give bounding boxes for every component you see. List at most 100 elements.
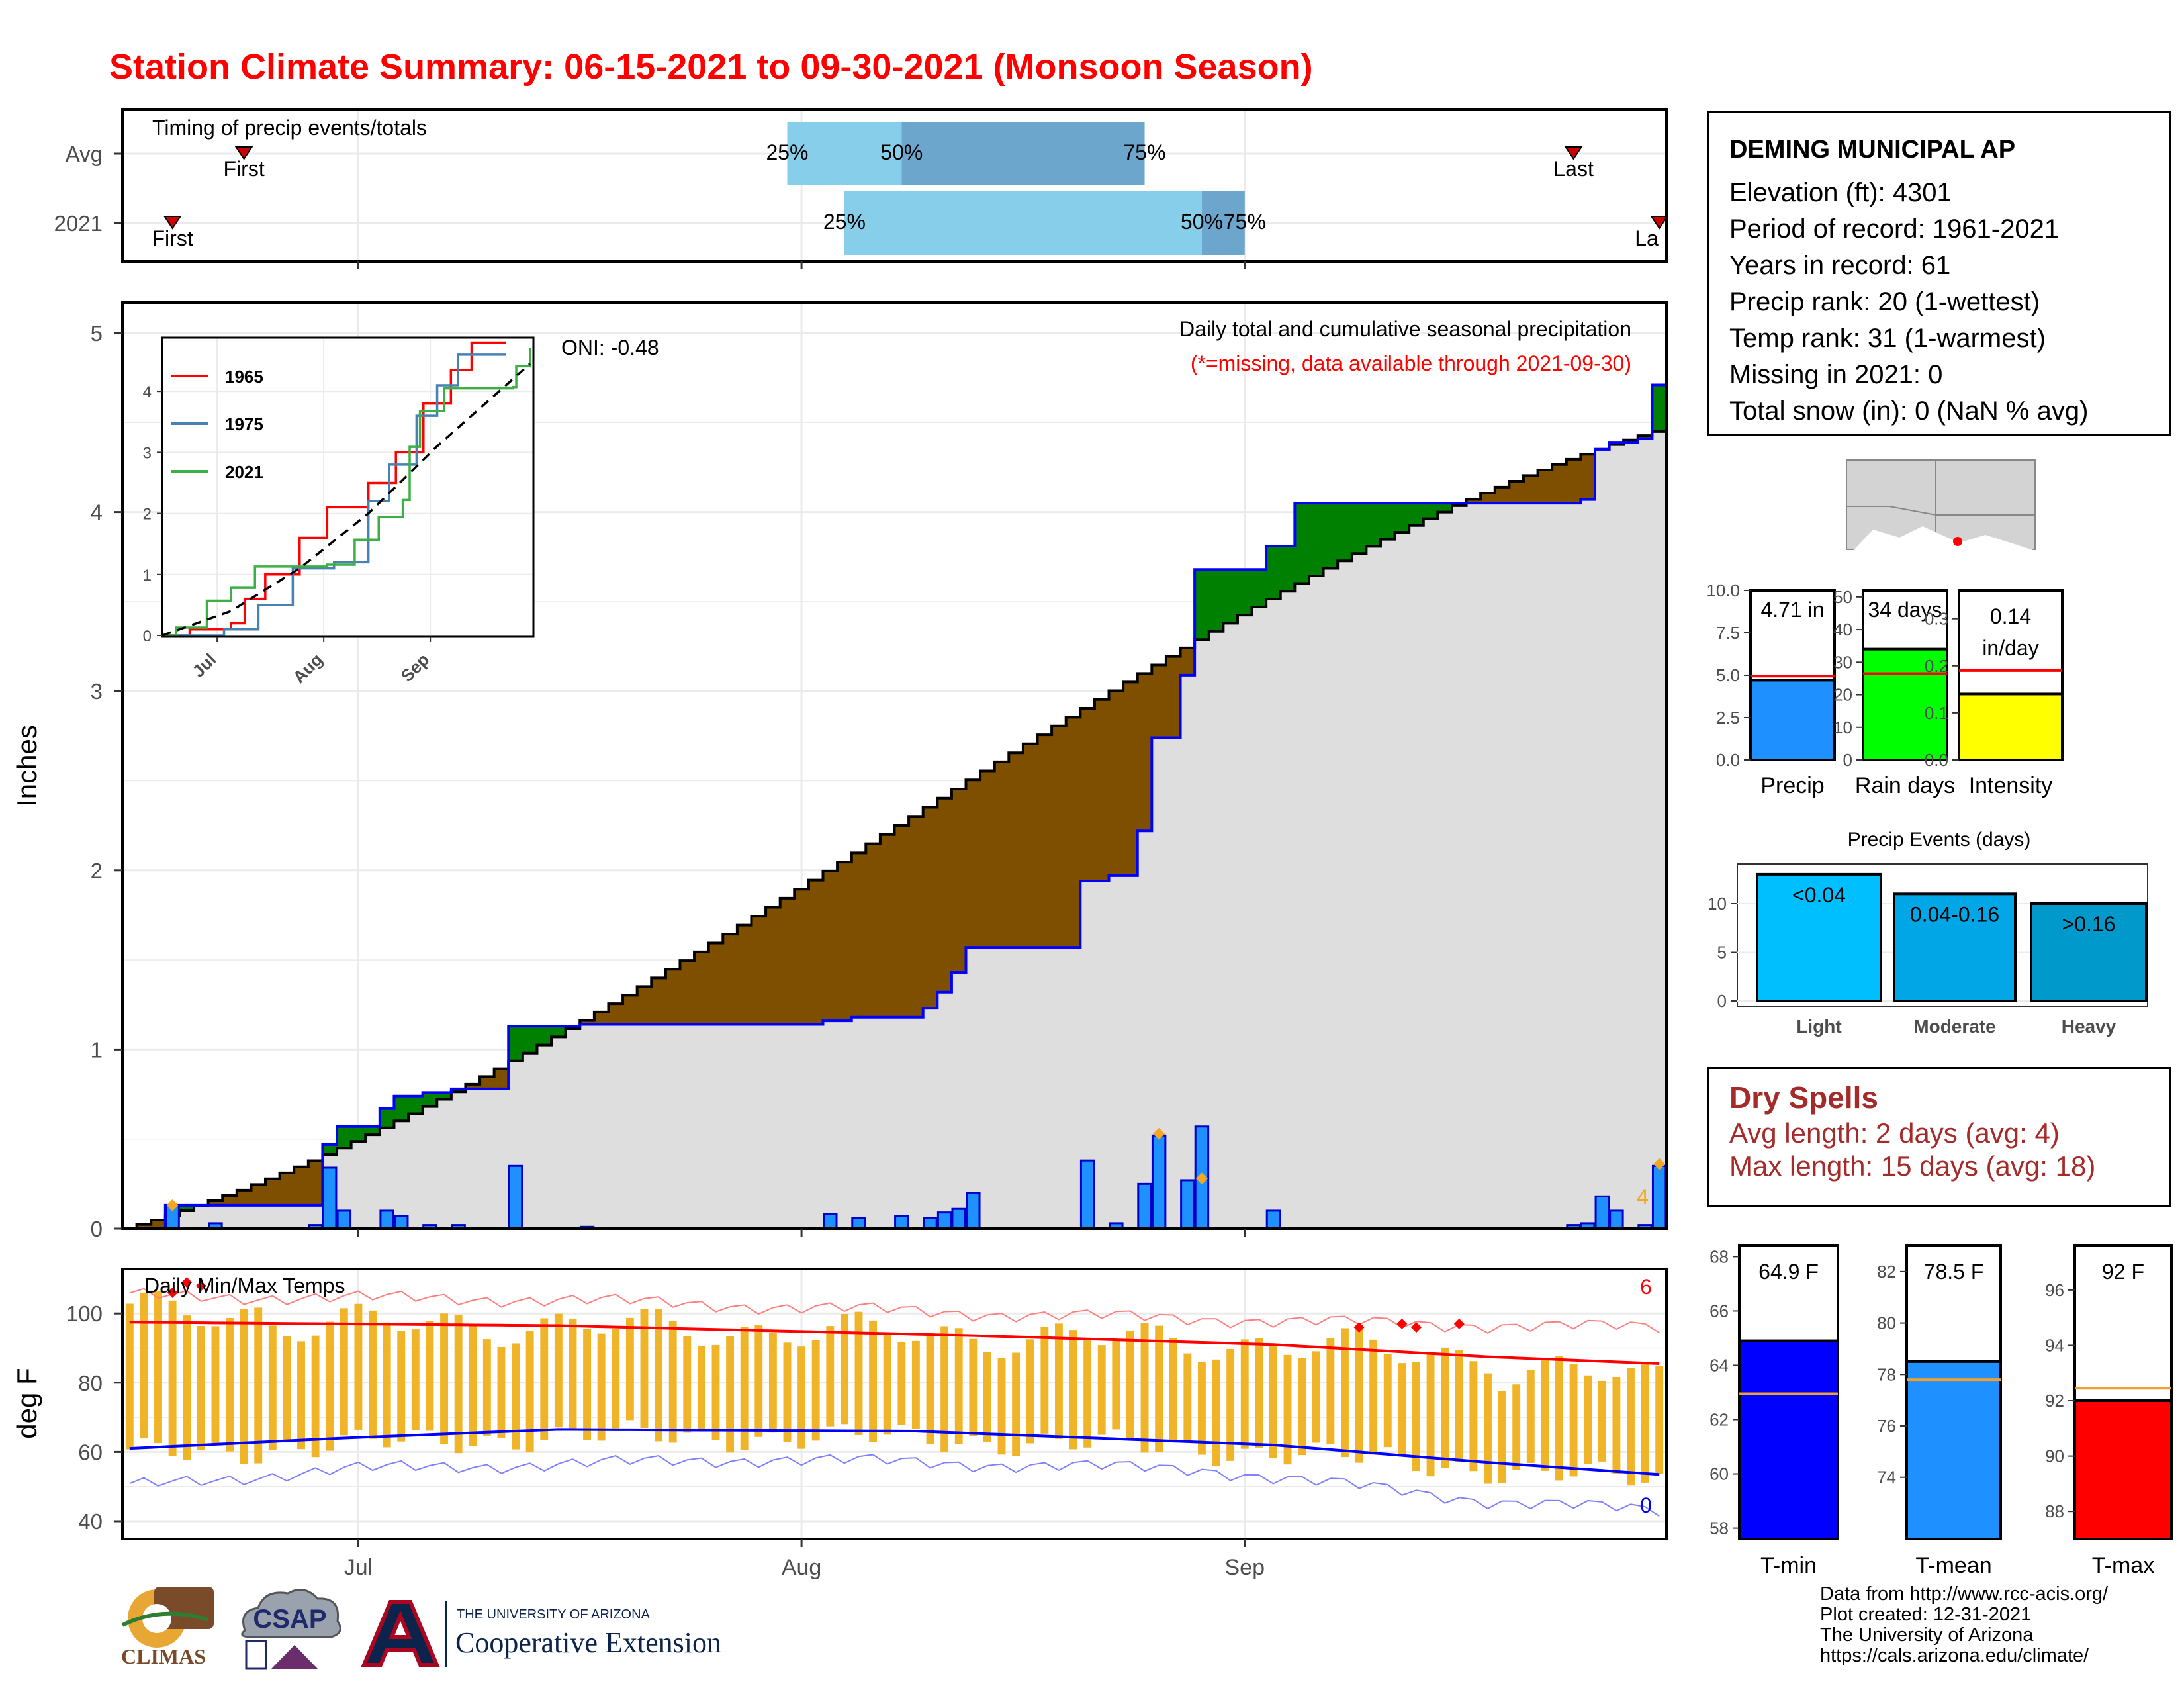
daily-temp-range-bar	[354, 1303, 363, 1430]
precip-events-category: Moderate	[1913, 1016, 1995, 1037]
timing-row-label: 2021	[54, 211, 103, 236]
below-average-fill	[1152, 665, 1167, 738]
above-average-fill	[437, 1092, 452, 1100]
daily-temp-range-bar	[525, 1331, 534, 1453]
daily-temp-range-bar	[1641, 1362, 1649, 1483]
station-precip-rank: Precip rank: 20 (1-wettest)	[1729, 287, 2040, 316]
below-average-fill	[1165, 656, 1181, 738]
temp-gauge-ytick-label: 68	[1709, 1246, 1729, 1266]
precip-events-ytick-label: 5	[1717, 943, 1727, 962]
dry-spells-max: Max length: 15 days (avg: 18)	[1729, 1150, 2096, 1182]
station-temp-rank: Temp rank: 31 (1-warmest)	[1729, 324, 2046, 353]
daily-temp-range-bar	[612, 1329, 620, 1429]
daily-precip-bar	[1180, 1179, 1195, 1230]
temp-gauge-ytick-label: 94	[2045, 1335, 2064, 1355]
gauge-ytick-label: 0.3	[1925, 609, 1948, 629]
daily-precip-bar	[823, 1213, 838, 1230]
record-high-marker	[1353, 1322, 1365, 1333]
temp-gauge-value-label: 92 F	[2102, 1260, 2144, 1284]
daily-temp-range-bar	[254, 1307, 263, 1464]
below-average-fill	[751, 916, 766, 1025]
below-average-fill	[994, 761, 1009, 948]
below-average-fill	[1509, 481, 1524, 504]
below-average-fill	[623, 995, 638, 1025]
temp-gauge-value-label: 64.9 F	[1758, 1260, 1819, 1284]
daily-temp-range-bar	[983, 1352, 991, 1442]
inset-legend-label: 1975	[225, 414, 263, 434]
daily-temp-range-bar	[811, 1340, 820, 1441]
daily-temp-range-bar	[125, 1303, 134, 1450]
state-map-mask	[1853, 526, 2035, 551]
gauge-value-label: 0.14	[1990, 604, 2031, 628]
above-average-fill	[1652, 385, 1667, 432]
below-average-fill	[1094, 699, 1110, 882]
dry-spells-title: Dry Spells	[1729, 1080, 1878, 1115]
station-snow: Total snow (in): 0 (NaN % avg)	[1729, 397, 2089, 426]
daily-temp-range-bar	[1341, 1328, 1349, 1458]
daily-temp-range-bar	[1240, 1339, 1249, 1449]
gauge-category-label: Precip	[1760, 773, 1824, 798]
below-average-fill	[236, 1190, 252, 1205]
below-average-fill	[1552, 464, 1567, 504]
above-average-fill	[522, 1026, 538, 1053]
gauge-ytick-label: 0.0	[1716, 750, 1740, 770]
above-average-fill	[1251, 569, 1267, 608]
daily-record-marker	[1195, 1172, 1208, 1185]
daily-temp-range-bar	[597, 1333, 606, 1441]
timing-bar-lower	[787, 122, 902, 185]
below-average-fill	[909, 816, 924, 1017]
main-ylabel: Inches	[11, 725, 42, 807]
daily-temp-range-bar	[397, 1331, 406, 1442]
main-ytick-label: 2	[91, 859, 103, 883]
daily-temp-range-bar	[1126, 1331, 1134, 1440]
credit-line-university: The University of Arizona	[1820, 1624, 2034, 1646]
daily-temp-range-bar	[540, 1318, 549, 1440]
timing-last-label: Last	[1553, 157, 1594, 181]
daily-precip-bar	[1137, 1182, 1152, 1230]
temp-ytick-label: 80	[78, 1371, 103, 1395]
above-average-fill	[1409, 503, 1424, 526]
daily-temp-range-bar	[1455, 1350, 1463, 1462]
below-average-fill	[1180, 647, 1195, 675]
temp-gauge-ytick-label: 82	[1877, 1262, 1896, 1282]
gauge-ytick-label: 0.2	[1925, 656, 1948, 676]
main-ytick-label: 3	[91, 679, 103, 704]
daily-temp-range-bar	[768, 1333, 777, 1433]
below-average-fill	[823, 870, 838, 1021]
daily-temp-range-bar	[754, 1325, 763, 1437]
daily-record-marker	[1153, 1127, 1165, 1140]
precip-events-ytick-label: 0	[1717, 991, 1727, 1011]
daily-temp-range-bar	[411, 1329, 420, 1430]
daily-precip-bar	[936, 1211, 952, 1230]
inset-average-line	[161, 363, 531, 637]
avg-cumulative-line	[122, 430, 1666, 1230]
daily-temp-range-bar	[1069, 1330, 1077, 1450]
below-average-fill	[251, 1184, 266, 1205]
daily-precip-bar	[322, 1166, 338, 1230]
inset-ytick-label: 0	[143, 628, 152, 645]
credit-line-created: Plot created: 12-31-2021	[1820, 1604, 2032, 1625]
below-average-fill	[1023, 743, 1038, 948]
inset-ytick-label: 2	[143, 506, 152, 524]
below-average-fill	[737, 925, 752, 1025]
below-average-fill	[851, 853, 866, 1017]
precip-events-title: Precip Events (days)	[1848, 829, 2031, 851]
precip-events-bar	[2030, 902, 2148, 1002]
record-high-marker	[181, 1277, 193, 1288]
above-average-fill	[1195, 569, 1210, 640]
climas-logo-text: CLIMAS	[121, 1644, 206, 1668]
below-average-fill	[766, 907, 781, 1025]
csap-logo-text: CSAP	[253, 1605, 326, 1634]
timing-row-label: Avg	[66, 142, 103, 166]
below-average-fill	[680, 961, 695, 1025]
timing-last-marker	[1564, 146, 1583, 160]
daily-temp-range-bar	[711, 1344, 720, 1440]
daily-temp-range-bar	[1569, 1364, 1578, 1477]
daily-temp-range-bar	[1512, 1384, 1521, 1470]
daily-temp-range-bar	[840, 1313, 848, 1425]
daily-precip-bar	[394, 1215, 409, 1230]
timing-first-marker	[163, 216, 182, 230]
daily-temp-range-bar	[340, 1308, 348, 1436]
gauge-ytick-label: 0	[1843, 750, 1852, 770]
daily-temp-range-bar	[482, 1339, 491, 1436]
